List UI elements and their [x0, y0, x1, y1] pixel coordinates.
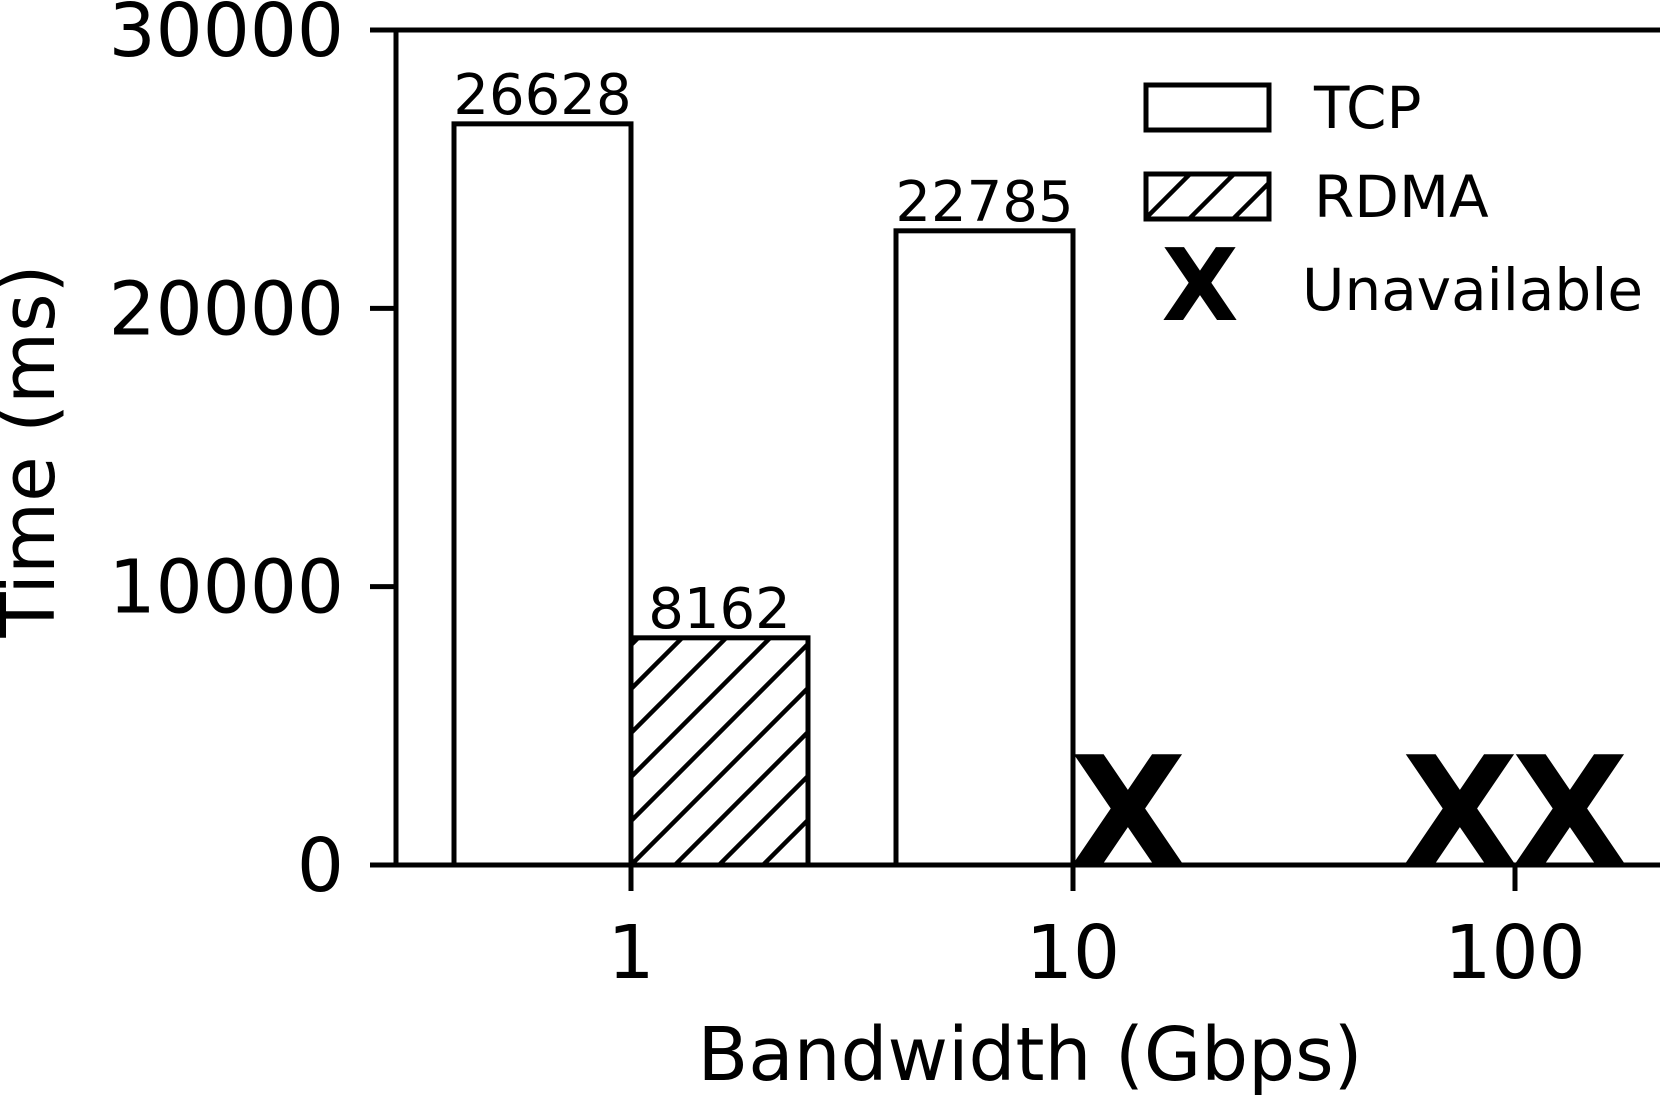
legend-label-tcp: TCP: [1313, 74, 1422, 142]
unavailable-x-icon-rdma-10: X: [1069, 724, 1186, 901]
plot-frame: [393, 27, 1660, 868]
axes-layer: 0 10000 20000 30000 1 10 100: [109, 0, 1660, 996]
legend: TCP RDMA X Unavailable: [1143, 74, 1643, 344]
unavailable-x-icon-rdma-100: X: [1511, 724, 1628, 901]
y-tick-label-0: 0: [297, 823, 344, 909]
x-tick-label-100: 100: [1444, 910, 1585, 996]
legend-swatch-rdma: [1143, 171, 1272, 222]
bar-tcp-1: [451, 121, 634, 868]
unavailable-x-icon-tcp-100: X: [1401, 724, 1518, 901]
y-tick-label-30000: 30000: [109, 0, 344, 74]
data-label-tcp-10: 22785: [895, 170, 1073, 235]
legend-label-rdma: RDMA: [1314, 163, 1489, 231]
x-tick-label-1: 1: [607, 910, 654, 996]
legend-label-unavailable: Unavailable: [1302, 256, 1643, 324]
x-axis-label: Bandwidth (Gbps): [697, 1012, 1362, 1095]
unavailable-marks-layer: X XX: [1069, 724, 1628, 901]
legend-swatch-tcp: [1143, 82, 1272, 133]
legend-unavailable-x-icon: X: [1161, 227, 1238, 344]
bar-rdma-1: [628, 635, 811, 868]
x-tick-label-10: 10: [1026, 910, 1120, 996]
data-label-tcp-1: 26628: [453, 63, 631, 128]
bars-layer: [451, 121, 1076, 868]
y-tick-label-20000: 20000: [109, 266, 344, 352]
bar-tcp-10: [893, 228, 1076, 868]
y-axis-label: Time (ms): [0, 265, 72, 639]
data-label-rdma-1: 8162: [648, 577, 791, 642]
y-tick-label-10000: 10000: [109, 545, 344, 631]
labels-layer: Bandwidth (Gbps) Time (ms) 26628 22785 816…: [0, 63, 1363, 1095]
